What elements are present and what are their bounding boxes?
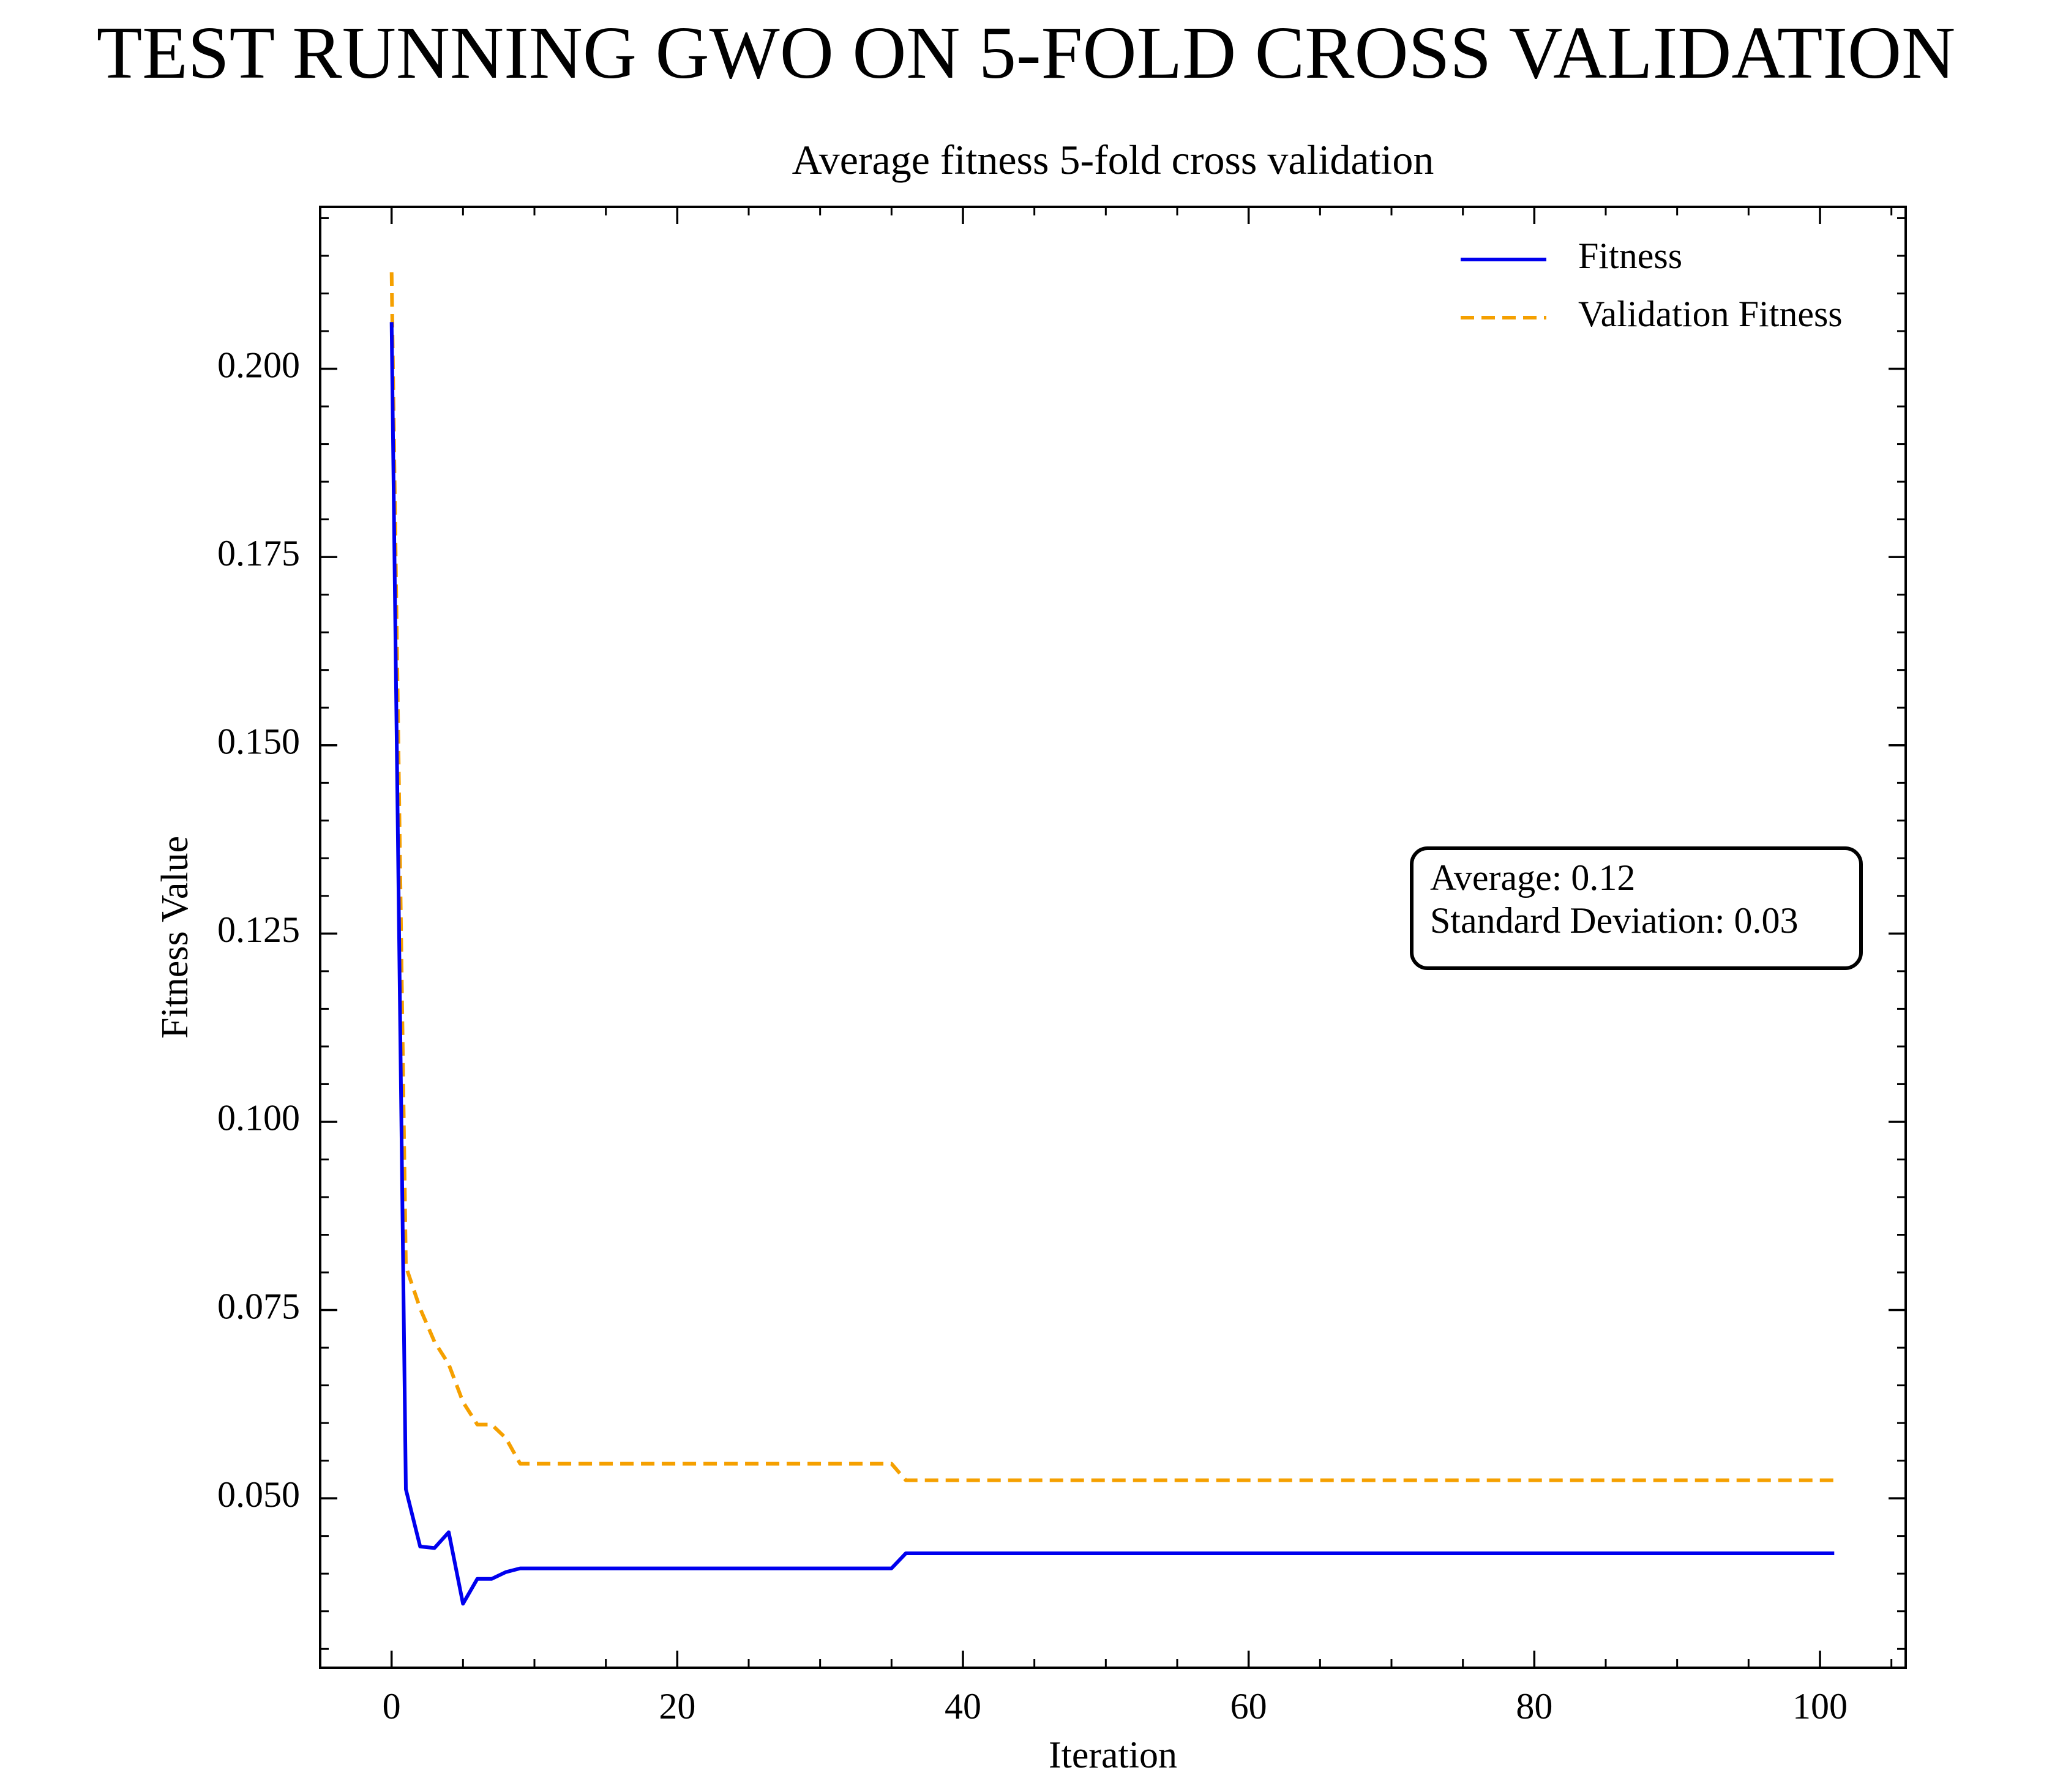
- annotation-average: Average: 0.12: [1430, 857, 1635, 898]
- y-tick-label: 0.125: [217, 909, 300, 950]
- x-tick-label: 0: [383, 1686, 401, 1727]
- x-tick-label: 40: [945, 1686, 981, 1727]
- x-tick-label: 100: [1792, 1686, 1848, 1727]
- tick-labels: 0 20 40 60 80 100 0.050 0.075 0.100 0.125 0.150 0.1…: [217, 345, 1848, 1727]
- series-lines: [389, 272, 1835, 1606]
- y-tick-label: 0.075: [217, 1286, 300, 1326]
- figure-suptitle: TEST RUNNING GWO ON 5-FOLD CROSS VALIDAT…: [96, 12, 1956, 94]
- annotation-std-dev: Standard Deviation: 0.03: [1430, 900, 1799, 941]
- validation-fitness-line: [389, 272, 1835, 1482]
- axis-ticks: [319, 207, 1906, 1668]
- x-tick-label: 60: [1230, 1686, 1267, 1727]
- y-tick-label: 0.050: [217, 1474, 300, 1515]
- fitness-line: [389, 322, 1835, 1606]
- legend-label-validation-fitness: Validation Fitness: [1578, 294, 1843, 334]
- y-tick-label: 0.150: [217, 722, 300, 762]
- y-tick-label: 0.175: [217, 533, 300, 573]
- legend-label-fitness: Fitness: [1578, 236, 1682, 276]
- annotation-box-border: [1410, 846, 1863, 970]
- legend: Fitness Validation Fitness: [1461, 236, 1843, 334]
- y-axis-label: Fitness Value: [154, 836, 196, 1039]
- y-tick-label: 0.100: [217, 1098, 300, 1138]
- x-tick-label: 80: [1516, 1686, 1552, 1727]
- y-tick-label: 0.200: [217, 345, 300, 385]
- plot-frame: [319, 206, 1907, 1669]
- x-tick-label: 20: [659, 1686, 695, 1727]
- x-axis-label: Iteration: [1049, 1734, 1177, 1776]
- chart-title: Average fitness 5-fold cross validation: [792, 136, 1434, 183]
